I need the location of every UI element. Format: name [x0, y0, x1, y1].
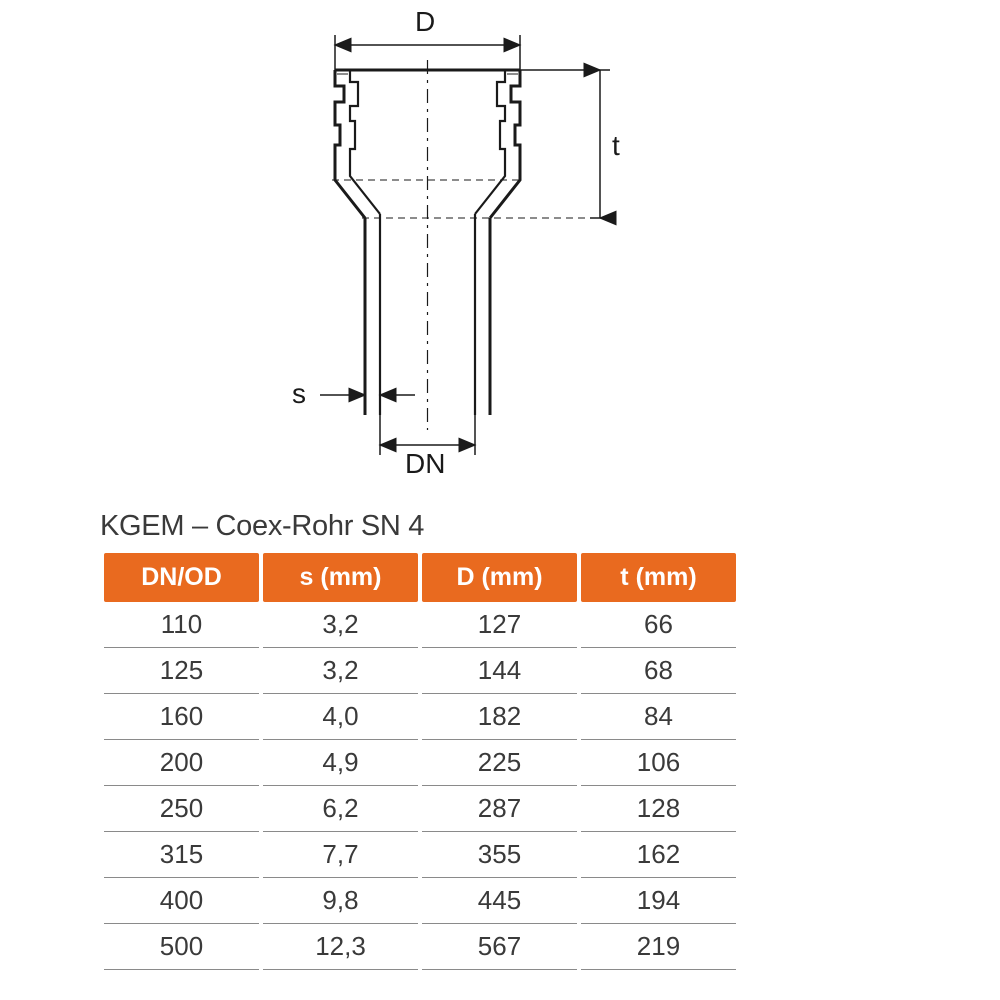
table-cell: 500 [104, 924, 259, 970]
table-title: KGEM – Coex-Rohr SN 4 [100, 510, 740, 543]
label-s: s [292, 378, 306, 410]
table-cell: 219 [581, 924, 736, 970]
table-cell: 162 [581, 832, 736, 878]
label-t: t [612, 130, 620, 162]
table-cell: 250 [104, 786, 259, 832]
table-cell: 128 [581, 786, 736, 832]
table-row: 3157,7355162 [104, 832, 736, 878]
table-cell: 4,0 [263, 694, 418, 740]
table-cell: 84 [581, 694, 736, 740]
table-row: 1103,212766 [104, 602, 736, 648]
pipe-diagram-svg [180, 30, 700, 470]
table-cell: 567 [422, 924, 577, 970]
col-header: DN/OD [104, 553, 259, 602]
table-cell: 287 [422, 786, 577, 832]
col-header: D (mm) [422, 553, 577, 602]
table-cell: 144 [422, 648, 577, 694]
table-cell: 225 [422, 740, 577, 786]
spec-table: DN/OD s (mm) D (mm) t (mm) 1103,21276612… [100, 553, 740, 970]
table-cell: 200 [104, 740, 259, 786]
table-row: 1253,214468 [104, 648, 736, 694]
table-cell: 400 [104, 878, 259, 924]
table-cell: 445 [422, 878, 577, 924]
table-cell: 7,7 [263, 832, 418, 878]
table-cell: 3,2 [263, 648, 418, 694]
label-D: D [415, 6, 435, 38]
col-header: t (mm) [581, 553, 736, 602]
table-cell: 110 [104, 602, 259, 648]
table-cell: 127 [422, 602, 577, 648]
spec-table-area: KGEM – Coex-Rohr SN 4 DN/OD s (mm) D (mm… [100, 510, 740, 970]
technical-diagram: D t s DN [180, 30, 700, 470]
table-cell: 3,2 [263, 602, 418, 648]
label-DN: DN [405, 448, 445, 480]
table-cell: 106 [581, 740, 736, 786]
table-cell: 315 [104, 832, 259, 878]
table-cell: 68 [581, 648, 736, 694]
table-cell: 194 [581, 878, 736, 924]
table-cell: 355 [422, 832, 577, 878]
table-cell: 182 [422, 694, 577, 740]
table-row: 2506,2287128 [104, 786, 736, 832]
table-cell: 4,9 [263, 740, 418, 786]
table-cell: 66 [581, 602, 736, 648]
table-row: 2004,9225106 [104, 740, 736, 786]
table-cell: 125 [104, 648, 259, 694]
table-row: 1604,018284 [104, 694, 736, 740]
table-cell: 9,8 [263, 878, 418, 924]
table-cell: 160 [104, 694, 259, 740]
table-row: 4009,8445194 [104, 878, 736, 924]
table-cell: 6,2 [263, 786, 418, 832]
col-header: s (mm) [263, 553, 418, 602]
table-row: 50012,3567219 [104, 924, 736, 970]
table-header-row: DN/OD s (mm) D (mm) t (mm) [104, 553, 736, 602]
table-cell: 12,3 [263, 924, 418, 970]
